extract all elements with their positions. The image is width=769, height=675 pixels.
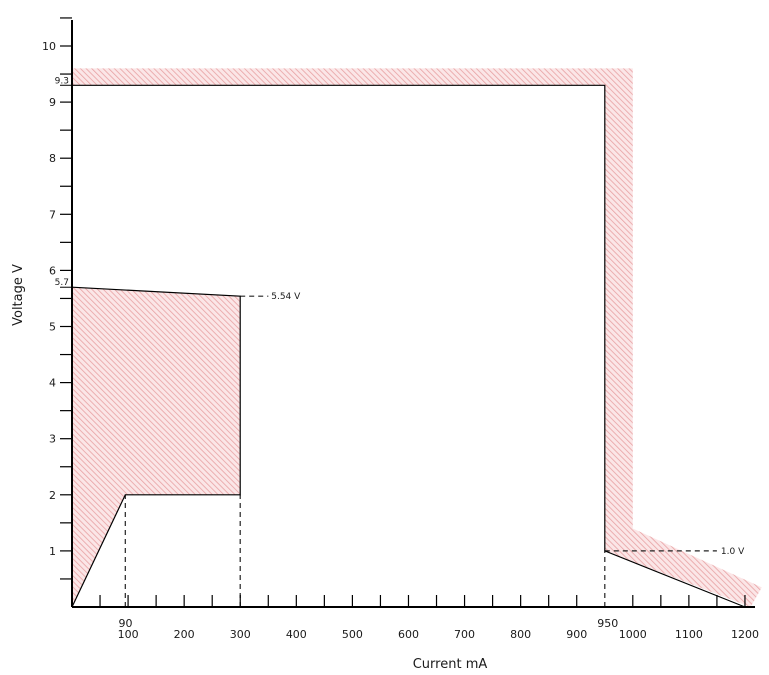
dashed-guides — [124, 295, 717, 607]
x-tick-label-200: 200 — [174, 628, 195, 641]
x-tick-label-1100: 1100 — [675, 628, 703, 641]
y-tick-label-3: 3 — [49, 433, 56, 446]
x-tick-label-900: 900 — [566, 628, 587, 641]
hatched-region-1 — [72, 68, 762, 607]
y-tick-label-10: 10 — [42, 40, 56, 53]
annotation-1: 1.0 V — [721, 547, 745, 557]
x-special-label-90: 90 — [118, 617, 132, 630]
x-tick-label-300: 300 — [230, 628, 251, 641]
x-tick-label-1200: 1200 — [731, 628, 759, 641]
y-special-label-9.3: 9.3 — [55, 76, 69, 86]
x-axis-label: Current mA — [413, 657, 488, 672]
series-line-0 — [71, 286, 241, 608]
y-tick-label-5: 5 — [49, 321, 56, 334]
y-tick-label-1: 1 — [49, 545, 56, 558]
y-tick-label-6: 6 — [49, 264, 56, 277]
annotations: 5.54 V 1.0 V — [271, 292, 745, 557]
series-line-1 — [72, 84, 746, 608]
y-tick-label-7: 7 — [49, 208, 56, 221]
y-tick-label-2: 2 — [49, 489, 56, 502]
x-tick-label-100: 100 — [118, 628, 139, 641]
x-tick-label-400: 400 — [286, 628, 307, 641]
tick-labels: 100 200 300 400 500 600 700 800 900 1000 1100 1200 1… — [42, 40, 759, 641]
y-special-label-5.7: 5.7 — [55, 278, 69, 288]
x-tick-label-500: 500 — [342, 628, 363, 641]
hatched-regions — [72, 68, 762, 607]
x-tick-label-1000: 1000 — [619, 628, 647, 641]
x-special-label-950: 950 — [597, 617, 618, 630]
y-tick-label-4: 4 — [49, 377, 56, 390]
y-axis-label: Voltage V — [11, 264, 26, 326]
x-tick-label-800: 800 — [510, 628, 531, 641]
annotation-0: 5.54 V — [271, 292, 301, 302]
hatched-region-0 — [72, 287, 241, 607]
axis-ticks — [60, 17, 746, 607]
x-tick-label-600: 600 — [398, 628, 419, 641]
x-tick-label-700: 700 — [454, 628, 475, 641]
y-tick-label-9: 9 — [49, 96, 56, 109]
y-tick-label-8: 8 — [49, 152, 56, 165]
